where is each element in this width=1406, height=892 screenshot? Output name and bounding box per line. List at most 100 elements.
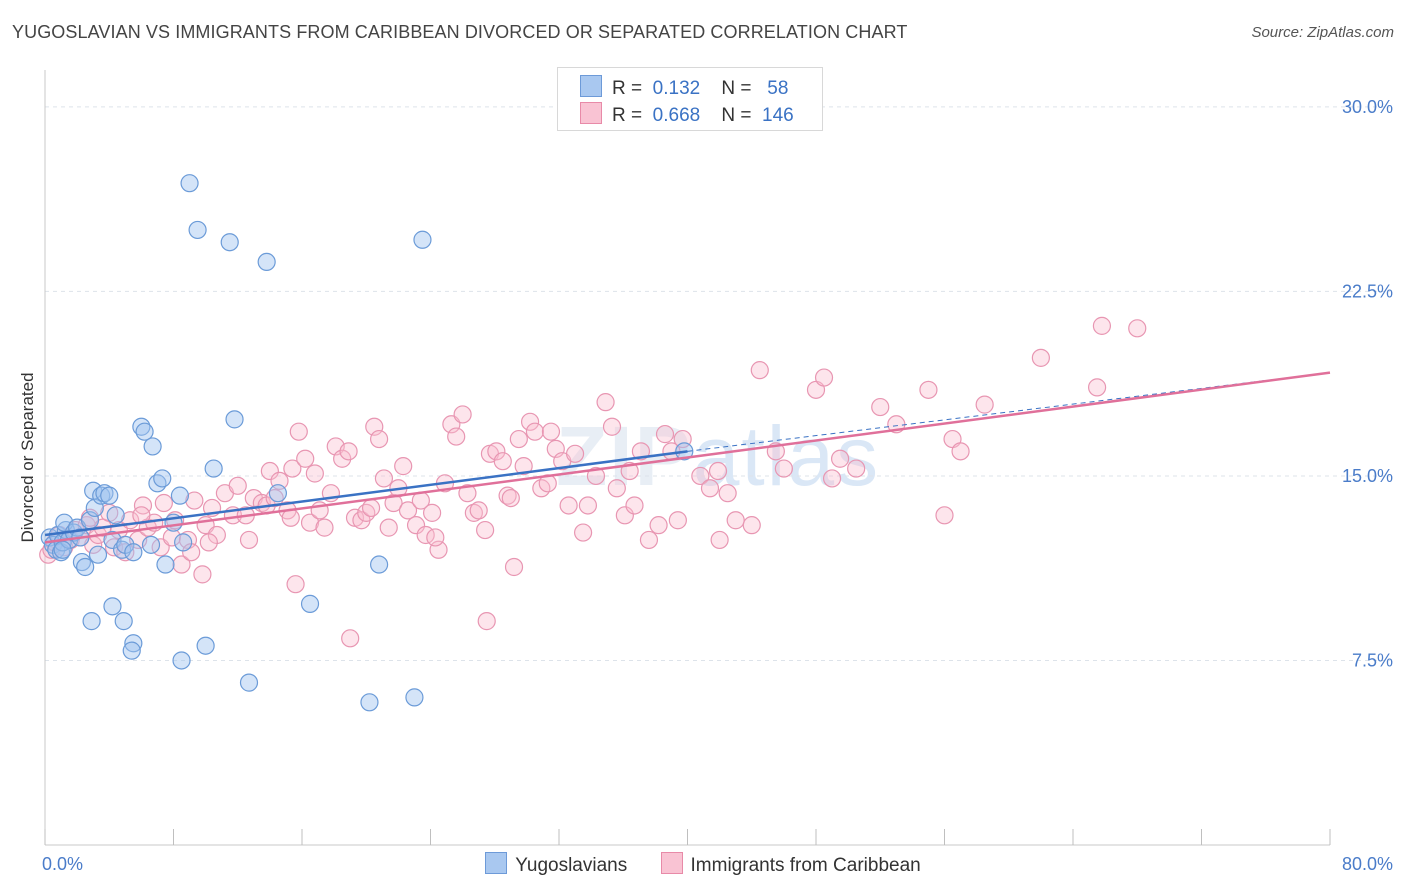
yugoslavian-point bbox=[100, 486, 119, 505]
caribbean-point bbox=[509, 429, 528, 449]
series-caribbean-points bbox=[39, 316, 1147, 648]
yugoslavian-point bbox=[413, 230, 432, 249]
caribbean-point bbox=[1087, 378, 1107, 397]
caribbean-point bbox=[501, 488, 520, 508]
caribbean-point bbox=[935, 506, 954, 525]
caribbean-point bbox=[361, 498, 381, 518]
yugoslavian-point bbox=[124, 543, 143, 562]
legend-r-label: R = bbox=[612, 78, 643, 99]
caribbean-point bbox=[596, 393, 615, 412]
watermark: ZIPatlas bbox=[556, 408, 880, 505]
y-axis-label: Divorced or Separated bbox=[18, 372, 37, 542]
trend-lines bbox=[44, 371, 1331, 544]
yugoslavian-point bbox=[114, 612, 133, 631]
chart-title: YUGOSLAVIAN VS IMMIGRANTS FROM CARIBBEAN… bbox=[12, 22, 908, 42]
caribbean-point bbox=[814, 368, 834, 387]
caribbean-point bbox=[447, 427, 466, 446]
yugoslavian-point bbox=[82, 612, 101, 631]
caribbean-point bbox=[339, 442, 358, 461]
caribbean-point bbox=[710, 530, 729, 550]
caribbean-point bbox=[631, 442, 651, 461]
caribbean-point bbox=[296, 449, 315, 468]
y-tick-label: 22.5% bbox=[1342, 281, 1393, 301]
caribbean-point bbox=[305, 464, 324, 483]
series-yugoslavian-points bbox=[40, 174, 694, 712]
legend-swatch-caribbean bbox=[660, 852, 683, 874]
yugoslavian-point bbox=[156, 555, 175, 574]
yugoslavian-point bbox=[220, 233, 239, 252]
caribbean-point bbox=[1092, 316, 1112, 335]
caribbean-point bbox=[453, 405, 472, 424]
legend-row-yugoslavian: R = 0.132 N = 58 bbox=[580, 75, 788, 99]
legend-swatch-yugoslavians bbox=[485, 852, 508, 874]
yugoslavian-point bbox=[103, 597, 122, 616]
caribbean-point bbox=[132, 506, 151, 525]
caribbean-trend-line bbox=[44, 371, 1331, 544]
caribbean-point bbox=[726, 511, 745, 530]
caribbean-point bbox=[193, 565, 212, 584]
caribbean-point bbox=[514, 457, 533, 476]
yugoslavian-point bbox=[72, 552, 92, 572]
yugoslavian-point bbox=[112, 540, 132, 559]
legend-r-value: 0.668 bbox=[652, 105, 701, 126]
caribbean-point bbox=[615, 506, 634, 525]
watermark-zip: ZIP bbox=[556, 409, 693, 503]
caribbean-point bbox=[394, 457, 413, 476]
watermark-atlas: atlas bbox=[692, 409, 881, 503]
yugoslavian-point bbox=[239, 673, 259, 692]
yugoslavian-point bbox=[95, 484, 114, 503]
caribbean-point bbox=[559, 496, 578, 515]
legend-n-label: N = bbox=[721, 105, 752, 126]
series-legend: Yugoslavians Immigrants from Caribbean bbox=[0, 852, 1406, 877]
caribbean-point bbox=[541, 422, 561, 441]
caribbean-point bbox=[871, 397, 890, 417]
caribbean-point bbox=[333, 449, 352, 468]
caribbean-point bbox=[199, 533, 218, 552]
caribbean-point bbox=[742, 516, 761, 535]
caribbean-point bbox=[625, 496, 644, 515]
grid-lines bbox=[45, 106, 1390, 661]
caribbean-point bbox=[498, 486, 517, 505]
yugoslavian-point bbox=[268, 484, 288, 503]
x-tick-label: 0.0% bbox=[42, 854, 83, 874]
caribbean-point bbox=[750, 361, 769, 380]
yugoslavian-point bbox=[135, 422, 154, 441]
caribbean-point bbox=[830, 449, 850, 468]
caribbean-point bbox=[822, 469, 842, 488]
caribbean-point bbox=[406, 516, 426, 535]
yugoslavian-point bbox=[360, 693, 379, 712]
legend-swatch-caribbean bbox=[580, 102, 602, 124]
caribbean-point bbox=[565, 444, 585, 463]
yugoslavian-trend-line bbox=[44, 450, 688, 537]
caribbean-point bbox=[154, 493, 173, 513]
caribbean-point bbox=[1128, 319, 1147, 338]
yugoslavian-point bbox=[124, 634, 143, 653]
yugoslavian-point bbox=[143, 437, 162, 456]
yugoslavian-point bbox=[196, 636, 215, 655]
caribbean-point bbox=[520, 412, 540, 431]
caribbean-point bbox=[602, 417, 622, 436]
yugoslavian-point bbox=[153, 469, 172, 488]
yugoslavian-point bbox=[204, 459, 223, 478]
yugoslavian-point bbox=[76, 557, 95, 577]
caribbean-point bbox=[384, 493, 403, 513]
yugoslavian-point bbox=[172, 651, 191, 670]
yugoslavian-point bbox=[141, 535, 161, 554]
caribbean-point bbox=[265, 488, 284, 508]
caribbean-point bbox=[464, 503, 483, 522]
legend-n-value: 146 bbox=[762, 105, 794, 126]
x-tick-label: 80.0% bbox=[1342, 854, 1393, 874]
yugoslavian-point bbox=[257, 252, 276, 272]
caribbean-point bbox=[691, 466, 710, 486]
legend-n-label: N = bbox=[721, 78, 752, 99]
legend-r-label: R = bbox=[612, 105, 643, 126]
y-tick-label: 30.0% bbox=[1342, 97, 1393, 117]
caribbean-point bbox=[951, 442, 970, 461]
caribbean-point bbox=[477, 612, 496, 631]
caribbean-point bbox=[655, 425, 675, 444]
caribbean-point bbox=[341, 629, 360, 648]
caribbean-point bbox=[289, 422, 308, 441]
caribbean-point bbox=[426, 528, 445, 547]
source-credit: Source: ZipAtlas.com bbox=[1251, 24, 1394, 41]
